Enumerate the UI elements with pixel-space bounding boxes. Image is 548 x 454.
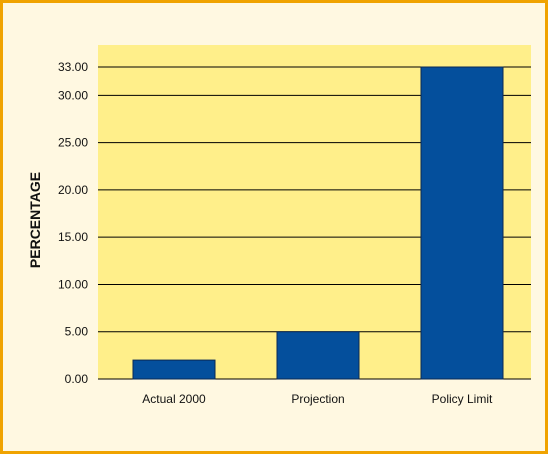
bars (132, 66, 504, 380)
y-tick-label: 30.00 (58, 88, 88, 102)
bar (276, 331, 360, 380)
y-tick-label: 33.00 (58, 60, 88, 74)
y-tick-labels: 0.00 5.00 10.00 15.00 20.00 25.00 30.00 33.00 (58, 60, 88, 386)
x-tick-label: Policy Limit (432, 392, 493, 406)
y-tick-label: 25.00 (58, 136, 88, 150)
y-tick-label: 15.00 (58, 230, 88, 244)
x-tick-label: Actual 2000 (142, 392, 206, 406)
bar (132, 359, 216, 380)
y-tick-label: 10.00 (58, 277, 88, 291)
x-tick-label: Projection (291, 392, 344, 406)
y-axis-label: PERCENTAGE (27, 172, 43, 268)
bar (420, 66, 504, 380)
y-tick-label: 5.00 (65, 325, 89, 339)
y-tick-label: 0.00 (65, 372, 89, 386)
y-tick-label: 20.00 (58, 183, 88, 197)
x-tick-labels: Actual 2000 Projection Policy Limit (142, 392, 493, 406)
